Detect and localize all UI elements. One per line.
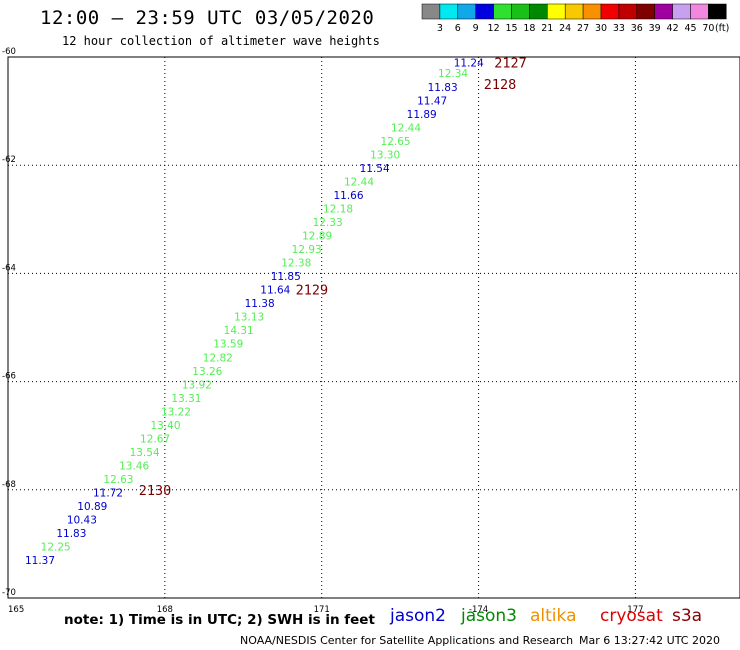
swh-reading: 13.30 — [370, 149, 400, 161]
x-tick-label: 171 — [314, 605, 330, 615]
swh-reading: 12.82 — [203, 352, 233, 364]
swh-reading: 12.25 — [41, 542, 71, 554]
swh-reading: 11.64 — [260, 285, 290, 297]
scale-swatch — [708, 3, 727, 20]
y-tick-label: -60 — [2, 47, 16, 57]
swh-reading: 13.92 — [182, 379, 212, 391]
scale-label: 33 — [613, 23, 625, 34]
swh-reading: 11.83 — [428, 82, 458, 94]
scale-label: 39 — [649, 23, 661, 34]
swh-reading: 12.44 — [344, 176, 374, 188]
legend-jason2: jason2 — [390, 606, 446, 626]
scale-label: 18 — [523, 23, 535, 34]
swh-reading: 13.31 — [171, 393, 201, 405]
swh-reading: 13.54 — [130, 447, 160, 459]
swh-reading: 13.22 — [161, 406, 191, 418]
swh-reading: 11.89 — [407, 109, 437, 121]
swh-reading: 12.65 — [381, 136, 411, 148]
swh-reading: 11.38 — [245, 298, 275, 310]
y-tick-label: -68 — [2, 480, 16, 490]
swh-reading: 13.13 — [234, 312, 264, 324]
swh-reading: 13.46 — [119, 460, 149, 472]
scale-label: 27 — [577, 23, 589, 34]
scale-label: 3 — [437, 23, 443, 34]
pass-number-label: 2128 — [484, 77, 517, 93]
swh-reading: 10.89 — [77, 501, 107, 513]
credit-line: NOAA/NESDIS Center for Satellite Applica… — [240, 634, 574, 647]
footer-note: note: 1) Time is in UTC; 2) SWH is in fe… — [64, 612, 375, 628]
swh-reading: 11.24 — [454, 57, 484, 69]
swh-reading: 11.72 — [93, 488, 123, 500]
scale-label: 30 — [595, 23, 607, 34]
swh-reading: 10.43 — [67, 515, 97, 527]
legend-altika: altika — [530, 606, 577, 626]
swh-reading: 13.59 — [213, 339, 243, 351]
swh-reading: 12.33 — [313, 217, 343, 229]
scale-label: 36 — [631, 23, 643, 34]
pass-number-label: 2130 — [139, 483, 172, 499]
swh-reading: 13.26 — [192, 366, 222, 378]
legend-jason3: jason3 — [461, 606, 517, 626]
swh-reading: 13.40 — [150, 420, 180, 432]
swh-reading: 12.38 — [281, 258, 311, 270]
scale-label: 70 — [702, 23, 714, 34]
swh-reading: 11.37 — [25, 555, 55, 567]
swh-reading: 12.34 — [438, 68, 468, 80]
y-tick-label: -70 — [2, 588, 16, 598]
scale-label: 9 — [473, 23, 479, 34]
page-subtitle: 12 hour collection of altimeter wave hei… — [62, 34, 380, 48]
pass-number-label: 2127 — [494, 55, 527, 71]
scale-label: 15 — [505, 23, 517, 34]
y-tick-label: -66 — [2, 372, 16, 382]
page-title: 12:00 – 23:59 UTC 03/05/2020 — [40, 7, 375, 29]
swh-reading: 12.63 — [103, 474, 133, 486]
swh-reading: 14.31 — [224, 325, 254, 337]
x-tick-label: 168 — [157, 605, 173, 615]
color-scale: 3 6 9 12 15 18 21 24 27 30 33 36 39 42 45 70 (ft) — [421, 3, 729, 34]
x-tick-label: -174 — [469, 605, 488, 615]
y-tick-label: -64 — [2, 263, 16, 273]
legend-cryosat: cryosat — [600, 606, 663, 626]
map-frame — [7, 56, 740, 599]
scale-label: 45 — [684, 23, 696, 34]
x-tick-label: 165 — [8, 605, 24, 615]
scale-label: 24 — [559, 23, 571, 34]
scale-label: 6 — [455, 23, 461, 34]
swh-reading: 11.66 — [333, 190, 363, 202]
swh-reading: 12.67 — [140, 433, 170, 445]
generated-timestamp: Mar 6 13:27:42 UTC 2020 — [579, 634, 720, 647]
scale-label: 21 — [541, 23, 553, 34]
swh-reading: 12.89 — [302, 231, 332, 243]
swh-reading: 11.54 — [360, 163, 390, 175]
scale-unit: (ft) — [715, 23, 729, 34]
scale-label: 42 — [667, 23, 679, 34]
swh-reading: 11.83 — [56, 528, 86, 540]
swh-reading: 12.18 — [323, 203, 353, 215]
scale-label: 12 — [488, 23, 500, 34]
pass-number-label: 2129 — [296, 283, 329, 299]
x-tick-label: 177 — [627, 605, 643, 615]
y-tick-label: -62 — [2, 155, 16, 165]
swh-reading: 11.47 — [417, 95, 447, 107]
swh-reading: 12.93 — [292, 244, 322, 256]
swh-reading: 11.85 — [271, 271, 301, 283]
swh-reading: 12.44 — [391, 122, 421, 134]
legend-s3a: s3a — [672, 606, 703, 626]
